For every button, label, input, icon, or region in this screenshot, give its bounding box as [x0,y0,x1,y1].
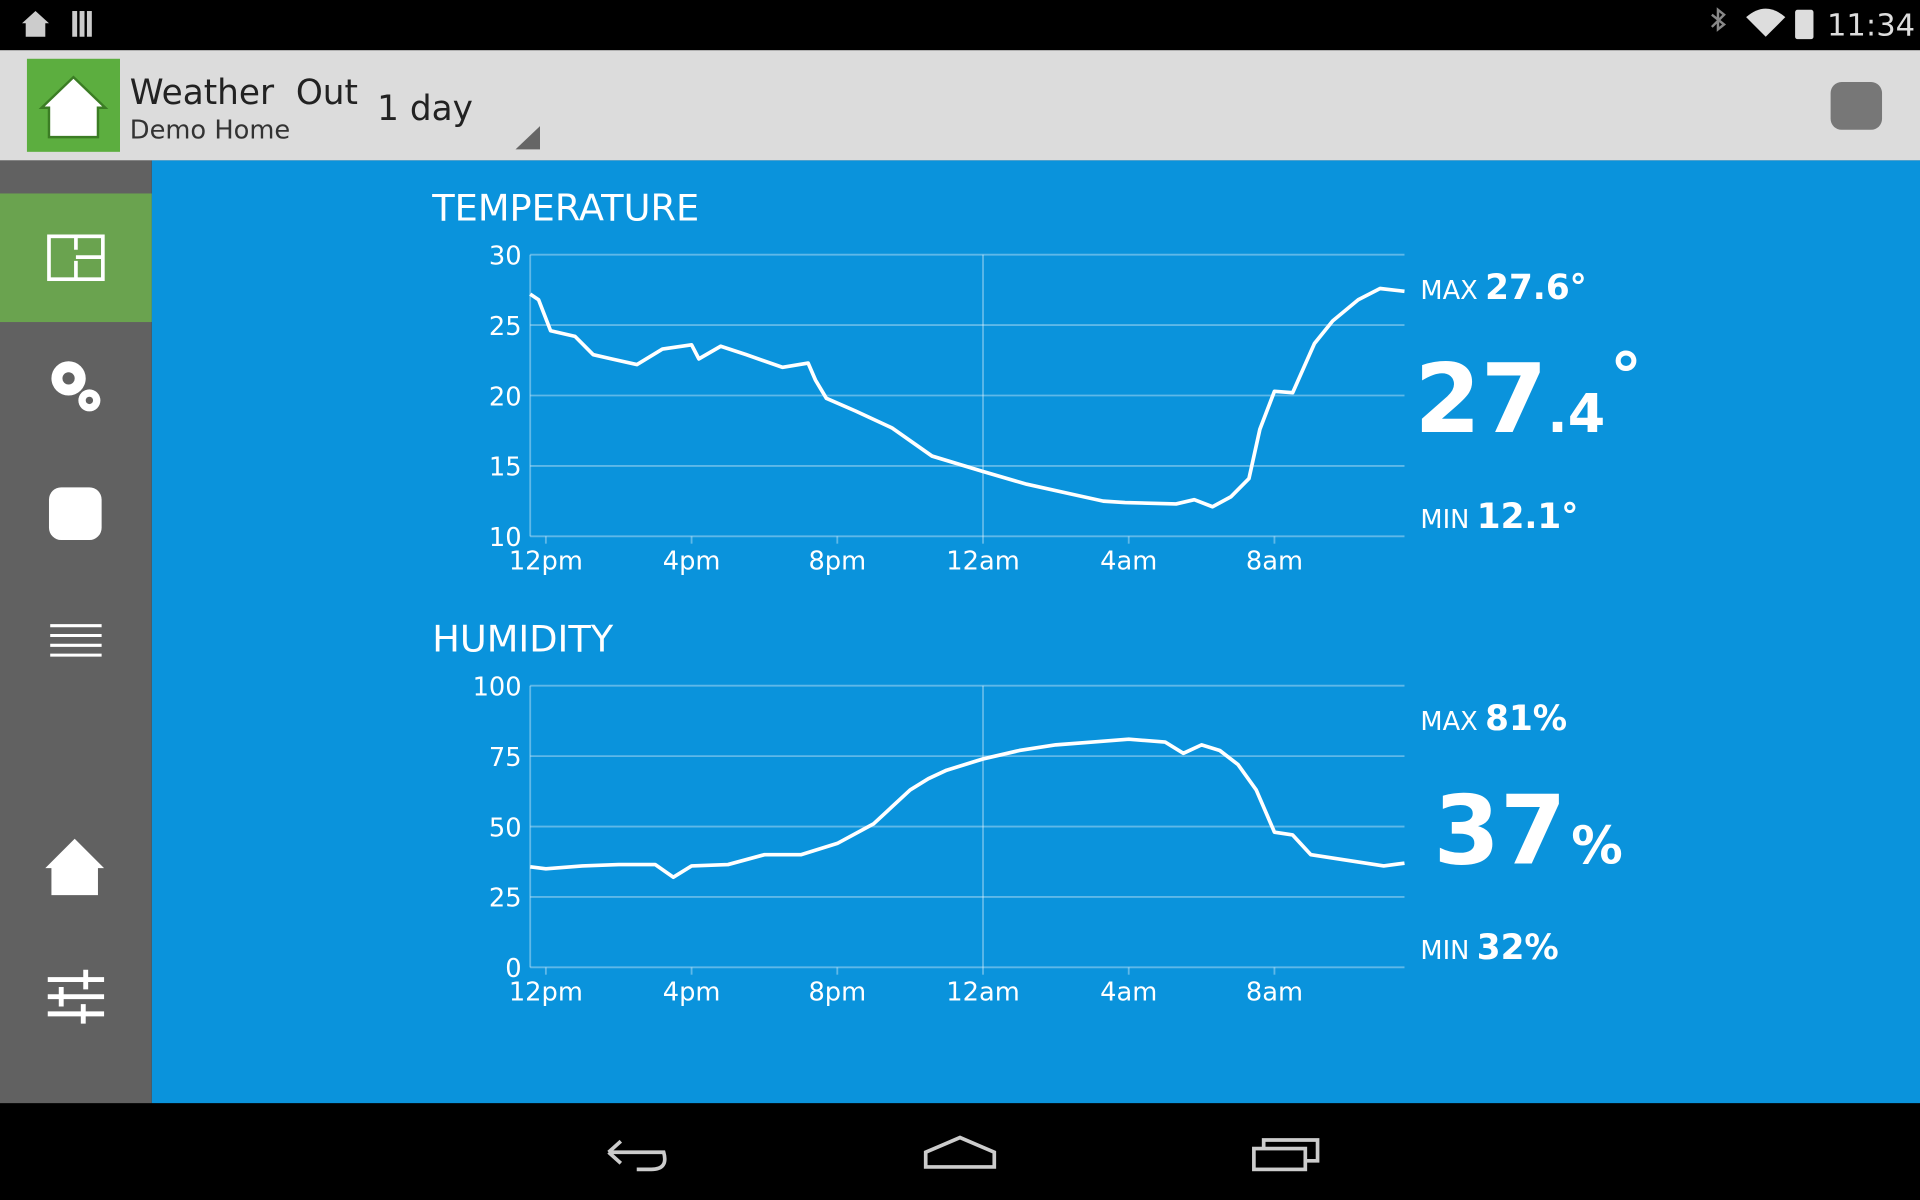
status-bar [0,0,1920,51]
nav-bar [0,1103,1920,1200]
x-tick-label: 8pm [808,977,866,1007]
y-tick-label: 75 [489,743,522,773]
x-tick-label: 8am [1246,977,1303,1007]
battery-icon [1795,9,1814,40]
x-tick-label: 12am [946,546,1020,576]
x-tick-label: 12pm [509,977,583,1007]
max-label: MAX [1420,276,1477,306]
y-tick-label: 50 [489,813,522,843]
max-label: MAX [1420,707,1477,737]
current-fraction: .4 [1547,382,1605,445]
x-tick-label: 12am [946,977,1020,1007]
settings-icon[interactable] [51,361,101,412]
status-notification-icon [72,11,92,37]
x-tick-label: 4pm [663,546,721,576]
range-selector[interactable]: 1 day [377,89,473,129]
app-bar-action[interactable] [1830,82,1883,130]
min-value: 32% [1477,928,1559,968]
current-value: 37 [1434,774,1567,886]
chart-title: HUMIDITY [432,617,614,660]
home-icon[interactable] [45,838,105,896]
app-icon-house [38,75,109,139]
content-area [151,160,1920,1104]
min-value: 12.1° [1477,497,1579,537]
status-time: 11:34 [1827,9,1915,44]
min-label: MIN [1420,936,1469,966]
bluetooth-icon [1710,7,1727,32]
wifi-icon [1746,8,1786,37]
data-line [529,286,1405,509]
y-tick-label: 25 [489,312,522,342]
data-line [529,737,1405,880]
min-label: MIN [1420,505,1469,535]
app-bar [0,50,1920,161]
y-tick-label: 30 [489,241,522,271]
charts: TEMPERATURE 10 15 20 25 30 12pm 4pm 8pm 12am 4am 8a… [431,186,1642,1007]
x-tick-label: 4am [1100,546,1157,576]
floorplan-icon[interactable] [47,234,105,282]
app-subtitle: Demo Home [130,115,290,145]
back-button[interactable] [607,1139,667,1172]
recents-button[interactable] [1252,1138,1320,1172]
y-tick-label: 0 [505,954,521,984]
device-icon[interactable] [48,487,102,540]
home-button[interactable] [923,1135,997,1169]
y-tick-label: 100 [473,673,522,703]
x-tick-label: 8am [1246,546,1303,576]
x-tick-label: 4pm [663,977,721,1007]
x-tick-label: 8pm [808,546,866,576]
max-value: 81% [1485,699,1567,739]
y-tick-label: 20 [489,382,522,412]
chart-title: TEMPERATURE [431,186,699,229]
current-unit: % [1571,816,1623,876]
status-home-icon [22,11,49,37]
current-unit: ° [1610,340,1642,414]
x-tick-label: 4am [1100,977,1157,1007]
y-tick-label: 10 [489,523,522,553]
sliders-icon[interactable] [47,969,105,1024]
y-tick-label: 25 [489,884,522,914]
current-value: 27 [1414,343,1547,455]
x-tick-label: 12pm [509,546,583,576]
y-tick-label: 15 [489,453,522,483]
list-icon[interactable] [50,624,102,657]
max-value: 27.6° [1485,268,1587,308]
app-title: Weather Out [130,73,358,113]
